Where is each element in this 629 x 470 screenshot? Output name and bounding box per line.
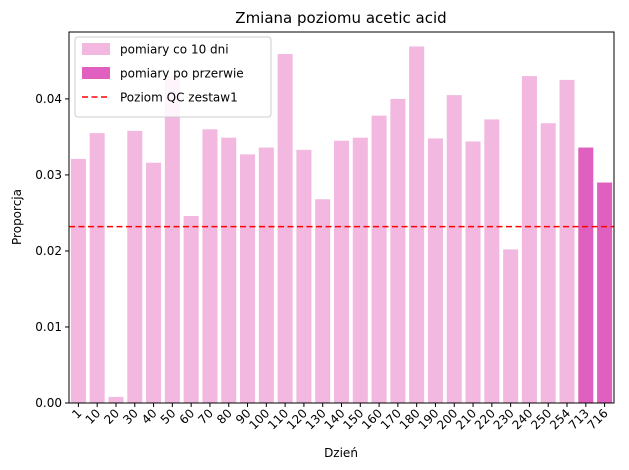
bar-240 bbox=[521, 76, 537, 403]
y-tick-label: 0.01 bbox=[35, 320, 62, 334]
bar-713 bbox=[578, 147, 594, 403]
y-axis-label: Proporcja bbox=[10, 189, 24, 245]
bar-180 bbox=[409, 46, 425, 403]
x-axis-label: Dzień bbox=[324, 446, 358, 460]
bar-250 bbox=[540, 123, 556, 403]
x-tick-label: 70 bbox=[195, 406, 216, 427]
bar-140 bbox=[333, 140, 350, 403]
bar-90 bbox=[240, 154, 256, 403]
bar-20 bbox=[108, 396, 124, 403]
bar-50 bbox=[164, 76, 180, 403]
x-tick-label: 80 bbox=[214, 406, 235, 427]
legend-label: Poziom QC zestaw1 bbox=[120, 91, 238, 105]
y-tick-label: 0.03 bbox=[35, 168, 62, 182]
bar-120 bbox=[296, 149, 312, 403]
bar-1 bbox=[70, 158, 86, 403]
bar-160 bbox=[371, 115, 387, 403]
legend: pomiary co 10 dni pomiary po przerwie Pozi… bbox=[74, 36, 272, 118]
legend-patch-regular bbox=[82, 43, 110, 55]
bar-40 bbox=[146, 162, 162, 403]
bar-10 bbox=[89, 133, 105, 404]
x-tick-label: 40 bbox=[139, 406, 160, 427]
bar-30 bbox=[127, 130, 143, 403]
bar-716 bbox=[597, 182, 613, 403]
bar-220 bbox=[484, 119, 500, 404]
bar-190 bbox=[427, 138, 443, 403]
bar-70 bbox=[202, 129, 218, 403]
x-axis: 1102030405060708090100110120130140150160… bbox=[69, 403, 611, 432]
bar-80 bbox=[221, 137, 237, 404]
chart-title: Zmiana poziomu acetic acid bbox=[235, 9, 446, 27]
y-axis: 0.00 0.01 0.02 0.03 0.04 bbox=[35, 92, 69, 410]
bar-254 bbox=[559, 79, 575, 404]
legend-patch-break bbox=[82, 67, 110, 79]
x-tick-label: 50 bbox=[158, 406, 179, 427]
bars-layer bbox=[70, 46, 613, 404]
bar-130 bbox=[315, 199, 331, 403]
bar-110 bbox=[277, 54, 293, 404]
bar-150 bbox=[352, 137, 368, 404]
x-tick-label: 60 bbox=[177, 406, 198, 427]
x-tick-label: 1 bbox=[69, 406, 84, 421]
legend-label: pomiary co 10 dni bbox=[120, 43, 229, 57]
bar-210 bbox=[465, 141, 481, 404]
x-tick-label: 716 bbox=[585, 406, 611, 432]
y-tick-label: 0.02 bbox=[35, 244, 62, 258]
x-tick-label: 10 bbox=[83, 406, 104, 427]
legend-frame bbox=[74, 36, 272, 118]
x-tick-label: 30 bbox=[120, 406, 141, 427]
x-tick-label: 20 bbox=[101, 406, 122, 427]
bar-60 bbox=[183, 215, 199, 403]
y-tick-label: 0.00 bbox=[35, 396, 62, 410]
legend-label: pomiary po przerwie bbox=[120, 67, 244, 81]
y-tick-label: 0.04 bbox=[35, 92, 62, 106]
bar-170 bbox=[390, 98, 406, 404]
bar-200 bbox=[446, 95, 462, 403]
bar-100 bbox=[258, 147, 274, 403]
bar-230 bbox=[503, 249, 519, 403]
